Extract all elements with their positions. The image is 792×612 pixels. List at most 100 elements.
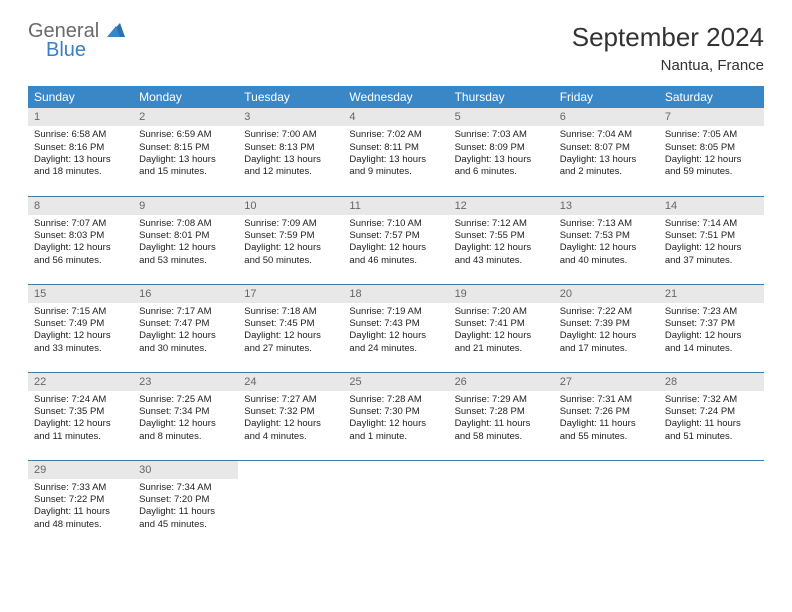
daylight-text: Daylight: 12 hours and 8 minutes. [139,418,232,443]
calendar-cell: 4Sunrise: 7:02 AMSunset: 8:11 PMDaylight… [343,108,448,196]
calendar-row: 29Sunrise: 7:33 AMSunset: 7:22 PMDayligh… [28,460,764,548]
daylight-text: Daylight: 12 hours and 53 minutes. [139,242,232,267]
sunrise-text: Sunrise: 7:20 AM [455,306,548,318]
day-number: 17 [238,285,343,303]
day-number: 18 [343,285,448,303]
sunrise-text: Sunrise: 7:24 AM [34,394,127,406]
day-details: Sunrise: 7:14 AMSunset: 7:51 PMDaylight:… [659,215,764,273]
calendar-cell: 28Sunrise: 7:32 AMSunset: 7:24 PMDayligh… [659,372,764,460]
sunset-text: Sunset: 7:49 PM [34,318,127,330]
calendar-cell: 15Sunrise: 7:15 AMSunset: 7:49 PMDayligh… [28,284,133,372]
daylight-text: Daylight: 12 hours and 33 minutes. [34,330,127,355]
day-number: 15 [28,285,133,303]
daylight-text: Daylight: 13 hours and 9 minutes. [349,154,442,179]
sunset-text: Sunset: 7:47 PM [139,318,232,330]
day-number: 7 [659,108,764,126]
day-details: Sunrise: 7:12 AMSunset: 7:55 PMDaylight:… [449,215,554,273]
daylight-text: Daylight: 12 hours and 17 minutes. [560,330,653,355]
sunrise-text: Sunrise: 7:17 AM [139,306,232,318]
sunrise-text: Sunrise: 7:04 AM [560,129,653,141]
day-details: Sunrise: 7:20 AMSunset: 7:41 PMDaylight:… [449,303,554,361]
sunrise-text: Sunrise: 7:34 AM [139,482,232,494]
calendar-cell [659,460,764,548]
calendar-cell: 26Sunrise: 7:29 AMSunset: 7:28 PMDayligh… [449,372,554,460]
day-number: 24 [238,373,343,391]
day-details: Sunrise: 7:28 AMSunset: 7:30 PMDaylight:… [343,391,448,449]
brand-text: General Blue [28,22,125,60]
daylight-text: Daylight: 12 hours and 21 minutes. [455,330,548,355]
day-details: Sunrise: 7:18 AMSunset: 7:45 PMDaylight:… [238,303,343,361]
sunrise-text: Sunrise: 7:18 AM [244,306,337,318]
day-number: 21 [659,285,764,303]
calendar-table: Sunday Monday Tuesday Wednesday Thursday… [28,86,764,548]
daylight-text: Daylight: 12 hours and 14 minutes. [665,330,758,355]
sunrise-text: Sunrise: 7:27 AM [244,394,337,406]
daylight-text: Daylight: 12 hours and 11 minutes. [34,418,127,443]
day-details: Sunrise: 7:19 AMSunset: 7:43 PMDaylight:… [343,303,448,361]
calendar-cell: 16Sunrise: 7:17 AMSunset: 7:47 PMDayligh… [133,284,238,372]
sunset-text: Sunset: 7:22 PM [34,494,127,506]
day-details: Sunrise: 7:17 AMSunset: 7:47 PMDaylight:… [133,303,238,361]
day-number: 30 [133,461,238,479]
day-number: 27 [554,373,659,391]
daylight-text: Daylight: 12 hours and 56 minutes. [34,242,127,267]
calendar-cell [238,460,343,548]
sunset-text: Sunset: 7:53 PM [560,230,653,242]
daylight-text: Daylight: 13 hours and 15 minutes. [139,154,232,179]
sunset-text: Sunset: 7:37 PM [665,318,758,330]
sunrise-text: Sunrise: 7:09 AM [244,218,337,230]
calendar-row: 22Sunrise: 7:24 AMSunset: 7:35 PMDayligh… [28,372,764,460]
daylight-text: Daylight: 12 hours and 43 minutes. [455,242,548,267]
sunrise-text: Sunrise: 7:12 AM [455,218,548,230]
day-number: 13 [554,197,659,215]
sunset-text: Sunset: 7:24 PM [665,406,758,418]
month-title: September 2024 [572,22,764,53]
sunrise-text: Sunrise: 7:05 AM [665,129,758,141]
calendar-cell: 10Sunrise: 7:09 AMSunset: 7:59 PMDayligh… [238,196,343,284]
sunrise-text: Sunrise: 7:03 AM [455,129,548,141]
day-details: Sunrise: 7:29 AMSunset: 7:28 PMDaylight:… [449,391,554,449]
daylight-text: Daylight: 12 hours and 37 minutes. [665,242,758,267]
day-details: Sunrise: 7:34 AMSunset: 7:20 PMDaylight:… [133,479,238,537]
sunset-text: Sunset: 7:32 PM [244,406,337,418]
sunrise-text: Sunrise: 7:08 AM [139,218,232,230]
sunrise-text: Sunrise: 7:29 AM [455,394,548,406]
sunset-text: Sunset: 8:07 PM [560,142,653,154]
day-number: 4 [343,108,448,126]
day-number: 6 [554,108,659,126]
calendar-row: 1Sunrise: 6:58 AMSunset: 8:16 PMDaylight… [28,108,764,196]
sunset-text: Sunset: 7:35 PM [34,406,127,418]
calendar-cell: 2Sunrise: 6:59 AMSunset: 8:15 PMDaylight… [133,108,238,196]
weekday-header-row: Sunday Monday Tuesday Wednesday Thursday… [28,86,764,108]
day-details: Sunrise: 6:59 AMSunset: 8:15 PMDaylight:… [133,126,238,184]
sunrise-text: Sunrise: 7:22 AM [560,306,653,318]
day-details: Sunrise: 7:08 AMSunset: 8:01 PMDaylight:… [133,215,238,273]
header: General Blue September 2024 Nantua, Fran… [28,22,764,74]
day-number: 16 [133,285,238,303]
calendar-cell: 24Sunrise: 7:27 AMSunset: 7:32 PMDayligh… [238,372,343,460]
sunset-text: Sunset: 7:30 PM [349,406,442,418]
weekday-header: Monday [133,86,238,108]
day-details: Sunrise: 7:05 AMSunset: 8:05 PMDaylight:… [659,126,764,184]
daylight-text: Daylight: 13 hours and 18 minutes. [34,154,127,179]
daylight-text: Daylight: 12 hours and 27 minutes. [244,330,337,355]
sunset-text: Sunset: 8:05 PM [665,142,758,154]
day-number: 11 [343,197,448,215]
sunset-text: Sunset: 7:28 PM [455,406,548,418]
daylight-text: Daylight: 13 hours and 6 minutes. [455,154,548,179]
day-details: Sunrise: 7:04 AMSunset: 8:07 PMDaylight:… [554,126,659,184]
calendar-cell: 30Sunrise: 7:34 AMSunset: 7:20 PMDayligh… [133,460,238,548]
weekday-header: Saturday [659,86,764,108]
calendar-cell: 9Sunrise: 7:08 AMSunset: 8:01 PMDaylight… [133,196,238,284]
calendar-cell: 19Sunrise: 7:20 AMSunset: 7:41 PMDayligh… [449,284,554,372]
calendar-cell: 5Sunrise: 7:03 AMSunset: 8:09 PMDaylight… [449,108,554,196]
sunrise-text: Sunrise: 7:02 AM [349,129,442,141]
weekday-header: Tuesday [238,86,343,108]
day-details: Sunrise: 7:22 AMSunset: 7:39 PMDaylight:… [554,303,659,361]
day-details: Sunrise: 7:33 AMSunset: 7:22 PMDaylight:… [28,479,133,537]
sunrise-text: Sunrise: 7:23 AM [665,306,758,318]
day-details: Sunrise: 7:15 AMSunset: 7:49 PMDaylight:… [28,303,133,361]
day-details: Sunrise: 7:32 AMSunset: 7:24 PMDaylight:… [659,391,764,449]
daylight-text: Daylight: 12 hours and 46 minutes. [349,242,442,267]
sunrise-text: Sunrise: 7:10 AM [349,218,442,230]
